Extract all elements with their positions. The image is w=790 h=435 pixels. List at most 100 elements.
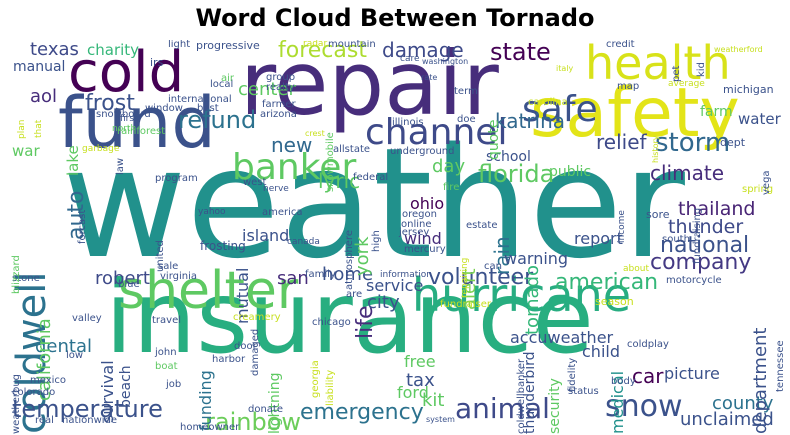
word-blizzard: blizzard — [11, 255, 22, 294]
word-thailand: thailand — [678, 198, 756, 220]
word-average: average — [668, 79, 705, 89]
word-michigan: michigan — [723, 83, 774, 96]
word-island: island — [242, 226, 290, 245]
word-new: new — [271, 133, 313, 157]
word-nerve: nerve — [263, 184, 289, 194]
word-yahoo: yahoo — [198, 207, 226, 217]
word-international: international — [168, 94, 232, 105]
word-lake: lake — [64, 145, 82, 176]
word-harbor: harbor — [212, 354, 246, 365]
word-rainbow: rainbow — [205, 408, 301, 435]
word-damaged: damaged — [250, 329, 261, 377]
word-garbage: garbage — [82, 144, 120, 154]
word-climate: climate — [650, 161, 724, 185]
word-valley: valley — [72, 313, 102, 324]
word-accuweather: accuweather — [510, 328, 614, 347]
word-arizona: arizona — [260, 109, 297, 120]
word-fundraising: fundraising — [692, 208, 703, 265]
word-canada: canada — [287, 237, 320, 247]
word-stone: stone — [12, 273, 40, 284]
word-tax: tax — [406, 370, 435, 391]
word-wind: wind — [404, 229, 442, 248]
word-group: group — [266, 72, 296, 83]
word-job: job — [166, 379, 182, 390]
word-motorcycle: motorcycle — [666, 275, 722, 286]
word-damage: damage — [382, 40, 464, 62]
word-national: national — [660, 233, 750, 258]
word-georgia: georgia — [310, 360, 321, 398]
word-florida: florida — [478, 160, 555, 188]
word-public: public — [549, 164, 592, 180]
word-repair: repair — [240, 40, 499, 135]
word-warning: warning — [504, 249, 569, 268]
word-crest: crest — [305, 129, 325, 138]
word-storm: storm — [655, 128, 731, 158]
word-system: system — [426, 415, 455, 424]
word-animal: animal — [455, 392, 550, 425]
word-hurricane: hurricane — [412, 268, 632, 322]
word-term: term — [454, 86, 478, 97]
word-can: can — [484, 261, 502, 272]
word-temperature: temperature — [12, 395, 163, 423]
word-weatherbug: weatherbug — [11, 373, 22, 434]
word-air: air — [221, 73, 235, 84]
word-atmosphere: atmosphere — [344, 230, 355, 290]
word-sore: sore — [646, 208, 670, 221]
word-tornado: tornado — [522, 265, 543, 336]
word-company: company — [650, 250, 752, 275]
word-day: day — [432, 156, 466, 177]
word-boat: boat — [155, 361, 178, 372]
word-kit: kit — [422, 390, 445, 411]
word-insurance: insurance — [105, 259, 594, 376]
word-snowmobile: snowmobile — [325, 132, 336, 192]
word-car: car — [632, 364, 664, 388]
word-irs: irs — [150, 56, 164, 69]
word-vega: vega — [761, 170, 772, 195]
word-county: county — [712, 393, 774, 414]
word-weather: weather — [62, 115, 685, 292]
word-repairing: repairing — [460, 258, 470, 299]
word-snowboard: snowboard — [96, 109, 151, 120]
word-italy: italy — [556, 64, 574, 73]
word-care: care — [400, 54, 420, 64]
word-banker: banker — [232, 147, 357, 188]
word-beach: beach — [118, 365, 134, 408]
word-best: best — [197, 103, 219, 114]
word-thunder: thunder — [668, 216, 744, 238]
figure-title: Word Cloud Between Tornado — [195, 4, 595, 32]
word-state: state — [490, 40, 551, 66]
word-low: low — [66, 350, 84, 361]
word-unclaimed: unclaimed — [680, 409, 774, 430]
word-report: report — [574, 229, 623, 248]
word-forcast: forcast — [77, 210, 88, 245]
word-tennessee: tennessee — [775, 340, 786, 392]
word-service: service — [366, 276, 424, 295]
word-travel: travel — [152, 315, 182, 326]
word-volunteer: volunteer — [428, 265, 534, 290]
word-plan: plan — [17, 120, 27, 140]
word-center: center — [238, 79, 296, 100]
word-health: health — [585, 40, 731, 90]
word-john: john — [155, 347, 177, 358]
word-about: about — [623, 264, 649, 274]
word-san: san — [277, 268, 309, 289]
word-quote: quote — [486, 120, 502, 161]
word-chicago: chicago — [312, 317, 351, 328]
word-liability: liability — [325, 370, 336, 407]
word-relief: relief — [596, 130, 647, 154]
word-creamery: creamery — [233, 312, 281, 323]
word-realty: realty — [266, 82, 295, 93]
word-federal: federal — [353, 172, 389, 183]
word-window: window — [145, 103, 183, 114]
word-fund: fund — [58, 82, 216, 164]
word-kid: kid — [696, 62, 707, 77]
word-mercury: mercury — [404, 244, 446, 255]
word-department: department — [750, 327, 771, 435]
word-family: family — [305, 269, 336, 280]
word-texas: texas — [30, 40, 79, 60]
word-dental: dental — [35, 336, 92, 357]
word-mountain: mountain — [328, 40, 376, 50]
word-radar: radar — [303, 40, 328, 49]
word-income: income — [617, 210, 627, 243]
